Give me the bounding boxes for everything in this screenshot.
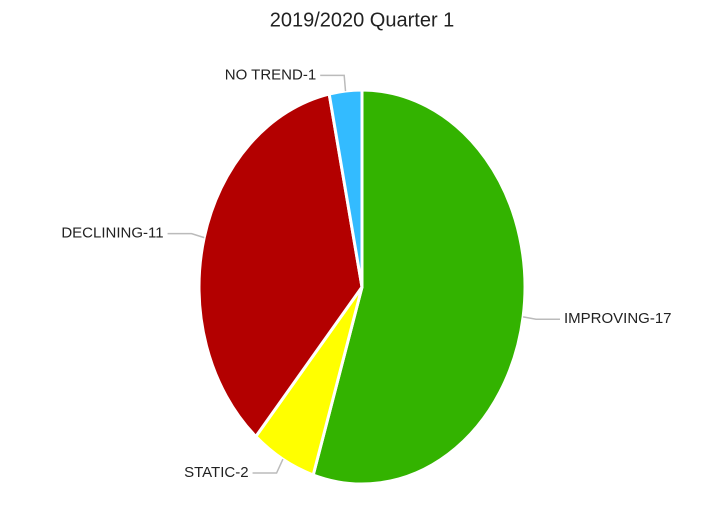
chart-title: 2019/2020 Quarter 1 <box>270 9 455 31</box>
leader-line <box>167 232 205 239</box>
slice-label: DECLINING-11 <box>61 225 163 242</box>
leader-line <box>522 316 561 320</box>
slice-label: IMPROVING-17 <box>564 310 672 327</box>
leader-line <box>252 458 284 474</box>
slice-label: NO TREND-1 <box>225 66 316 83</box>
slice-label: STATIC-2 <box>184 464 248 481</box>
pie-slice <box>311 88 527 486</box>
leader-line <box>320 74 347 92</box>
